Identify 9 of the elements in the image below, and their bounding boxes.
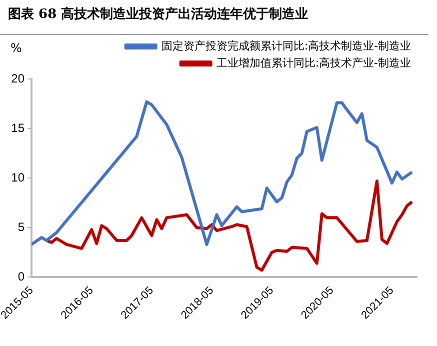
chart-title: 图表 68 高技术制造业投资产出活动连年优于制造业	[0, 0, 428, 35]
y-tick-label: 20	[11, 71, 25, 86]
y-tick-label: 0	[18, 269, 25, 284]
y-axis-title: %	[10, 41, 22, 56]
y-tick-label: 5	[18, 220, 25, 234]
legend-label: 固定资产投资完成额累计同比:高技术制造业-制造业	[161, 39, 412, 52]
y-tick-label: 15	[11, 120, 25, 135]
y-tick-label: 10	[11, 170, 25, 184]
legend-label: 工业增加值累计同比:高技术产业-制造业	[216, 56, 412, 70]
